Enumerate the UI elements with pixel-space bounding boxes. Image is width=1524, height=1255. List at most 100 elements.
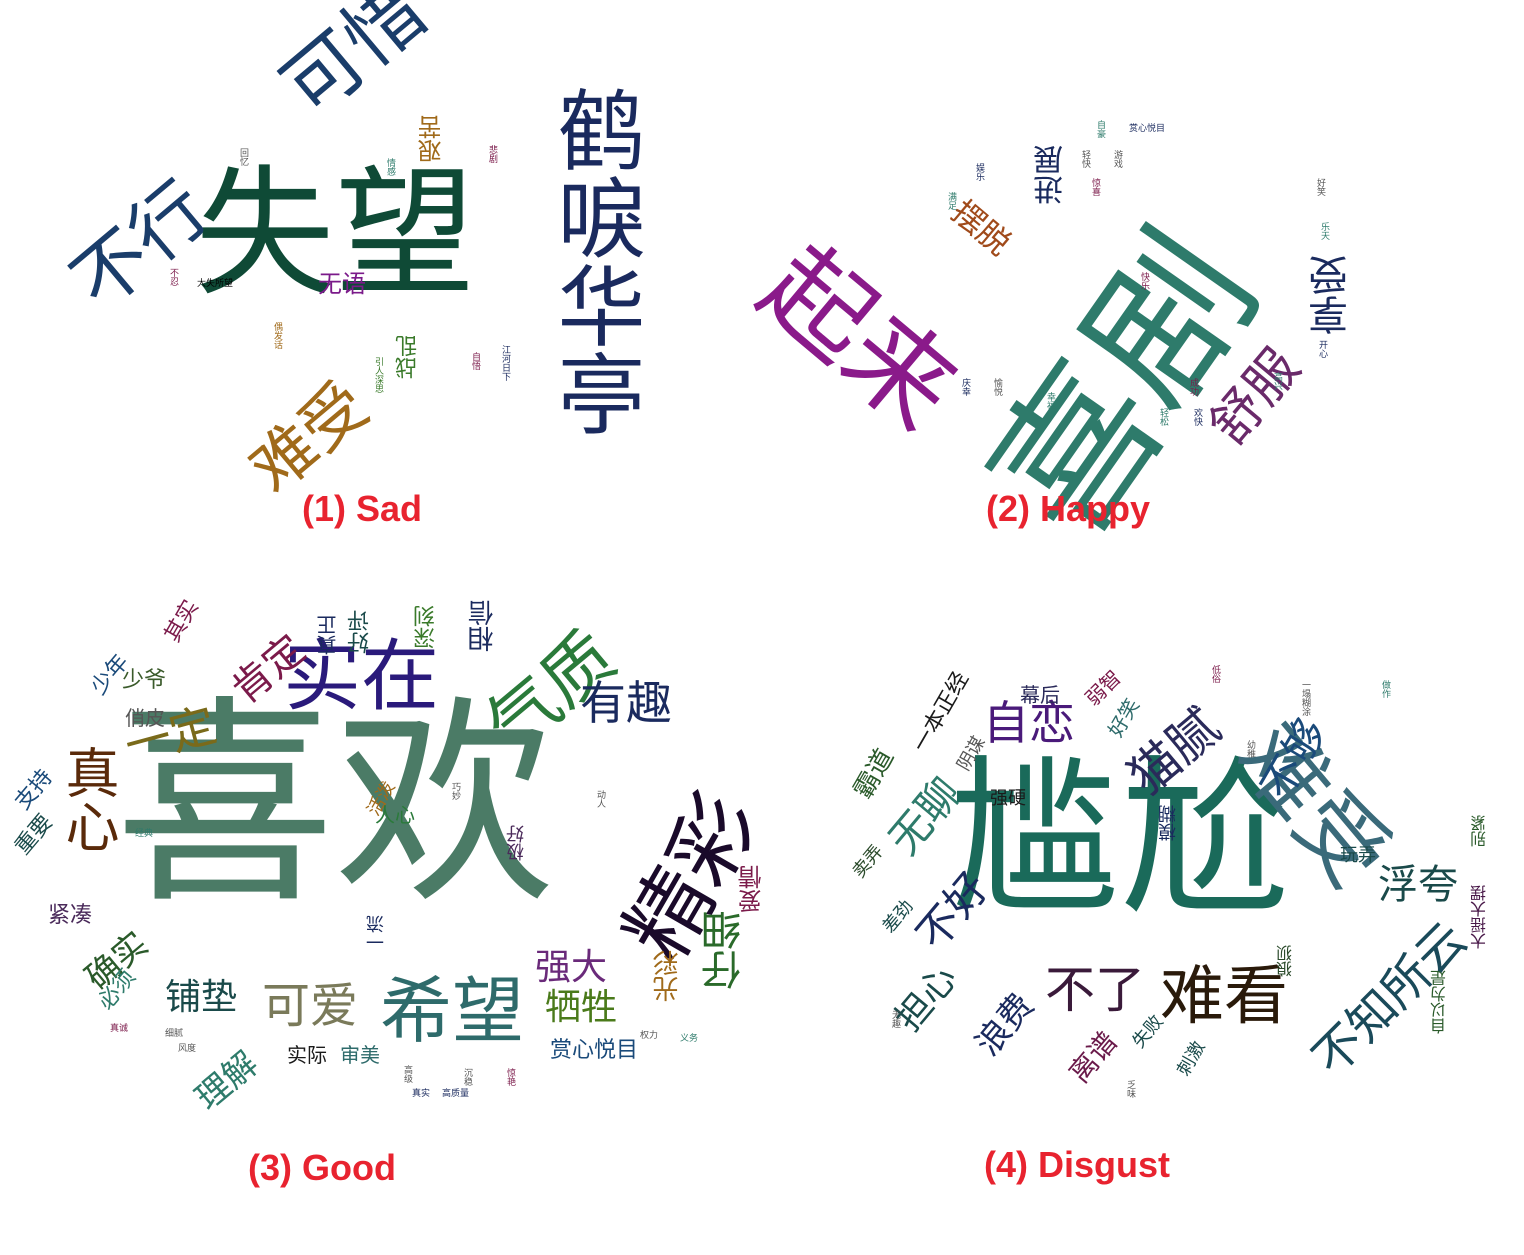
cloud-word: 巧妙 [450,782,460,800]
cloud-word: 相信 [468,600,498,652]
cloud-word: 开心 [1317,340,1327,358]
cloud-word: 极好 [506,825,527,861]
cloud-word: 少爷 [122,668,167,693]
cloud-word: 义务 [680,1034,699,1044]
cloud-word: 重要 [10,809,58,860]
cloud-word: 俏皮 [125,706,165,730]
caption-happy: (2) Happy [986,488,1151,529]
cloud-word: 沉稳 [462,1068,472,1086]
cloud-word: 真心 [56,745,119,853]
cloud-word: 满足 [946,192,956,210]
cloud-word: 狼狈 [1276,945,1295,977]
cloud-word: 铺垫 [165,977,238,1018]
cloud-word: 不忍 [168,268,178,286]
cloud-word: 刺激 [1173,1037,1210,1080]
cloud-word: 不知所云 [1302,911,1478,1087]
cloud-word: 幸福 [1045,392,1055,410]
panel-good: 喜欢 精彩 实在 气质 希望 真心 可爱 有趣 一定 肯定 仔细 强大 铺垫 牺… [0,570,820,1210]
cloud-word: 爱情 [738,865,766,913]
cloud-word: 卖弄 [848,841,888,883]
cloud-word: 江河日下 [500,345,510,381]
cloud-word: 艰苦 [418,115,446,163]
cloud-word: 审美 [340,1043,380,1067]
cloud-word: 战乱 [396,335,421,379]
cloud-word: 轻快 [1080,150,1090,168]
cloud-word: 享受 [1309,255,1355,335]
panel-disgust: 尴尬 难受 难看 不了 不知所云 猫腻 自恋 不够 不好 无聊 浮夸 担心 浪费… [820,570,1524,1210]
cloud-word: 权力 [640,1031,659,1041]
cloud-word: 支持 [10,764,58,815]
caption-disgust: (4) Disgust [984,1144,1171,1185]
cloud-word: 无趣 [890,1010,900,1028]
cloud-word: 做作 [1380,680,1390,698]
cloud-word: 尴尬 [950,741,1291,939]
cloud-word: 回忆 [238,148,248,166]
cloud-word: 霸道 [848,743,901,804]
caption-good: (3) Good [248,1147,396,1188]
panel-happy: 喜剧 起来 舒服 享受 摆脱 进展 赏心悦目 自豪 轻快 游戏 惊喜 满足 娱乐… [739,0,1524,569]
cloud-word: 人心 [375,803,415,827]
caption-sad: (1) Sad [302,488,423,529]
cloud-word: 偶发话 [272,322,282,349]
cloud-word: 可爱 [262,978,359,1034]
cloud-word: 模糊 [1158,805,1179,841]
cloud-word: 惊艳 [505,1068,515,1086]
cloud-word: 快乐 [1139,272,1149,290]
cloud-word: 幼稚 [1245,740,1255,758]
panel-sad: 失望 鹤唳华亭 可惜 不行 难受 无语 艰苦 战乱 大失所望 回忆 情感 悲剧 … [0,0,762,545]
cloud-word: 惊喜 [1090,178,1100,196]
cloud-word: 大失所望 [197,279,234,289]
cloud-word: 动人 [595,790,605,808]
cloud-word: 难受 [236,368,383,508]
cloud-word: 强硬 [990,788,1026,809]
cloud-word: 幕后 [1020,683,1060,707]
cloud-word: 真实 [412,1089,431,1099]
cloud-word: 喜欢 [115,677,556,933]
cloud-word: 引人深思 [373,357,383,393]
cloud-word: 离谱 [1062,1025,1124,1090]
cloud-word: 轻松 [1158,408,1168,426]
cloud-word: 自悟 [470,352,480,370]
cloud-word: 好评 [348,610,373,654]
cloud-word: 娱乐 [974,163,984,181]
cloud-word: 赏心悦目 [1129,124,1166,134]
cloud-word: 强大 [535,947,608,988]
cloud-word: 一塌糊涂 [1300,680,1310,716]
cloud-word: 自恋 [983,696,1075,750]
cloud-word: 成功 [1188,378,1198,396]
cloud-word: 乐天 [1319,222,1329,240]
cloud-word: 经典 [135,829,154,839]
cloud-word: 悲剧 [487,145,497,163]
cloud-word: 无语 [318,270,366,298]
cloud-word: 可惜 [266,0,444,135]
cloud-word: 庆幸 [960,378,970,396]
cloud-word: 深刻 [414,605,439,649]
cloud-word: 希望 [380,969,525,1053]
cloud-word: 情感 [385,158,395,176]
cloud-word: 好笑 [1315,178,1325,196]
cloud-word: 游戏 [1112,150,1122,168]
cloud-word: 风度 [178,1044,197,1054]
cloud-word: 自以为是 [1430,970,1449,1034]
cloud-word: 摆脱 [944,192,1018,263]
cloud-word: 有趣 [580,676,672,730]
cloud-word: 低俗 [1210,665,1220,683]
cloud-word: 失望 [195,153,476,316]
cloud-word: 进展 [1034,145,1069,205]
cloud-word: 牺牲 [545,987,618,1028]
cloud-word: 紧凑 [48,903,93,928]
cloud-word: 其实 [160,595,204,647]
cloud-word: 难看 [1160,960,1288,1034]
cloud-word: 不了 [1045,961,1145,1019]
cloud-word: 乏味 [1125,1080,1135,1098]
cloud-word: 愉悦 [992,378,1002,396]
cloud-word: 自豪 [1095,120,1105,138]
cloud-word: 担心 [887,957,966,1040]
cloud-word: 赏心悦目 [550,1038,639,1063]
cloud-word: 细腻 [165,1029,184,1039]
cloud-word: 仔细 [702,910,748,990]
cloud-word: 理解 [188,1043,266,1119]
cloud-word: 真诚 [110,1024,129,1034]
cloud-word: 好笑 [1103,694,1145,741]
cloud-word: 光彩 [653,950,683,1002]
